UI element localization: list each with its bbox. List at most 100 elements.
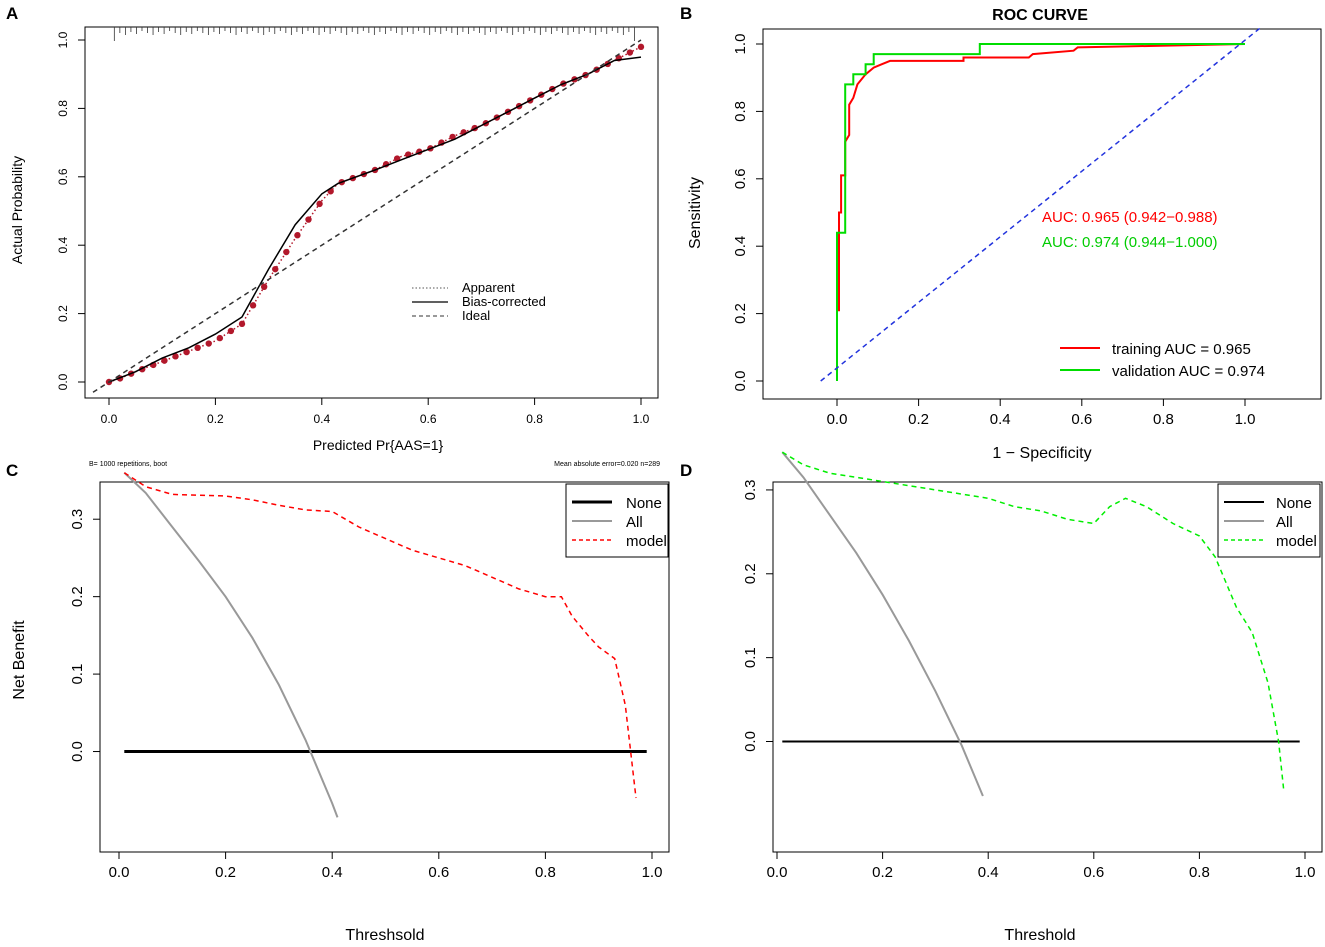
x-tick-label: 1.0 [1295,864,1316,881]
y-tick-label: 0.0 [69,741,86,762]
x-tick-label: 0.8 [1189,864,1210,881]
y-tick-label: 0.8 [56,100,70,117]
y-tick-label: 1.0 [732,34,749,55]
x-tick-label: 0.4 [978,864,999,881]
x-tick-label: 0.2 [215,864,236,881]
x-tick-label: 0.6 [1071,411,1092,428]
y-tick-label: 0.0 [732,371,749,392]
panel-c-lines [123,471,647,818]
y-tick-label: 0.2 [69,586,86,607]
panel-a-footnote-right: Mean absolute error=0.020 n=289 [554,461,660,468]
legend-label-none: None [626,495,662,512]
calibration-point [194,344,201,351]
legend-label-model-d: model [1276,533,1317,550]
y-tick-label: 0.2 [56,305,70,322]
y-tick-label: 0.4 [56,237,70,254]
series-line-ideal [92,39,642,393]
panel-d-frame [772,481,1323,853]
auc-annotation-training: AUC: 0.965 (0.942−0.988) [1042,209,1218,226]
x-tick-label: 0.8 [1153,411,1174,428]
y-tick-label: 1.0 [56,31,70,48]
panel-b-title: ROC CURVE [992,7,1088,24]
panel-b-frame [762,28,1322,400]
panel-d-axes: 0.0 0.2 0.4 0.6 0.8 1.0 0.0 0.1 0.2 0.3 [742,479,1315,881]
legend-label-ideal: Ideal [462,308,490,323]
series-line-reference [820,26,1262,382]
legend-label-training: training AUC = 0.965 [1112,341,1251,358]
y-tick-label: 0.2 [742,563,759,584]
x-tick-label: 0.0 [767,864,788,881]
panel-c-axes: 0.0 0.2 0.4 0.6 0.8 1.0 0.0 0.1 0.2 0.3 [69,509,662,881]
y-tick-label: 0.0 [56,373,70,390]
panel-a-xlabel: Predicted Pr{AAS=1} [313,437,444,453]
x-tick-label: 0.4 [990,411,1011,428]
x-tick-label: 1.0 [633,412,650,426]
panel-a-lines [92,39,645,393]
x-tick-label: 0.2 [872,864,893,881]
calibration-point [216,334,224,342]
y-tick-label: 0.0 [742,731,759,752]
panel-d: D 0.0 0.2 0.4 0.6 0.8 1.0 0.0 0.1 0.2 0.3 Thresho… [680,451,1323,944]
series-line-validation-auc-0-974 [836,43,1245,381]
panel-c-legend: None All model [565,483,669,558]
legend-label-validation: validation AUC = 0.974 [1112,363,1265,380]
series-line-bias-corrected [108,56,642,383]
panel-a-label: A [6,4,18,23]
y-tick-label: 0.6 [732,168,749,189]
series-line-model [781,451,1285,792]
panel-b-legend: training AUC = 0.965 validation AUC = 0.… [1060,341,1265,380]
calibration-point [316,200,323,208]
panel-d-lines [781,451,1300,797]
legend-label-all-d: All [1276,514,1293,531]
legend-label-model: model [626,533,667,550]
series-line-model [123,472,637,799]
calibration-point [161,357,168,364]
calibration-point [172,353,179,360]
series-line-apparent [108,46,642,383]
x-tick-label: 0.0 [101,412,118,426]
panel-a-frame [84,26,659,399]
x-tick-label: 1.0 [642,864,663,881]
x-tick-label: 0.4 [322,864,343,881]
panel-b-label: B [680,4,692,23]
calibration-point [183,348,190,356]
y-tick-label: 0.1 [742,647,759,668]
series-line-all [781,451,984,797]
calibration-point [637,43,645,51]
panel-d-xlabel: Threshold [1004,927,1075,944]
panel-a-rug [113,27,635,41]
calibration-point [294,232,301,239]
y-tick-label: 0.6 [56,168,70,185]
calibration-point [305,216,312,223]
panel-b-xlabel: 1 − Specificity [992,445,1091,462]
x-tick-label: 0.0 [827,411,848,428]
legend-label-bias-corrected: Bias-corrected [462,294,546,309]
legend-label-apparent: Apparent [462,280,515,295]
legend-label-all: All [626,514,643,531]
panel-b-ylabel: Sensitivity [687,177,704,249]
series-line-all [123,471,339,818]
calibration-point [283,248,290,256]
panel-b-axes: 0.0 0.2 0.4 0.6 0.8 1.0 0.0 0.2 0.4 0.6 0.8 1.0 [732,34,1255,428]
x-tick-label: 1.0 [1235,411,1256,428]
x-tick-label: 0.2 [908,411,929,428]
panel-b: B ROC CURVE 0.0 0.2 0.4 0.6 0.8 1.00.00.20.40… [680,4,1322,462]
y-tick-label: 0.3 [69,509,86,530]
panel-c-xlabel: Threshsold [345,927,424,944]
calibration-point [272,265,279,273]
y-tick-label: 0.3 [742,479,759,500]
y-tick-label: 0.2 [732,303,749,324]
x-tick-label: 0.8 [535,864,556,881]
panel-a-legend: Apparent Bias-corrected Ideal [412,280,546,323]
calibration-point [227,327,235,335]
panel-d-legend: None All model [1217,483,1321,558]
panel-d-label: D [680,461,692,480]
legend-label-none-d: None [1276,495,1312,512]
calibration-point [238,320,246,328]
panel-a: A 0.0 0.2 0.4 0.6 0.8 1.0 0.0 0.2 0.4 0.6 0.8 1.0 P… [6,4,660,468]
x-tick-label: 0.4 [313,412,330,426]
x-tick-label: 0.0 [109,864,130,881]
x-tick-label: 0.6 [428,864,449,881]
x-tick-label: 0.2 [207,412,224,426]
